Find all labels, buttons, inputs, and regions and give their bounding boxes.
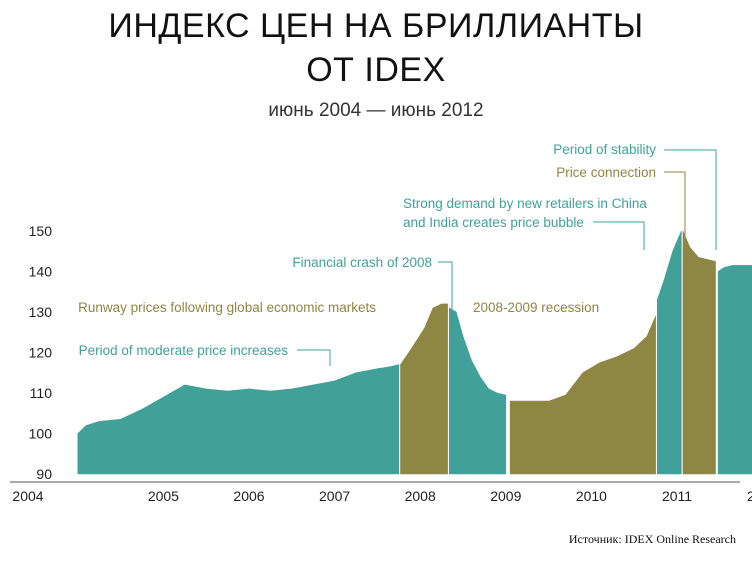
annotation-moderate-increases: Period of moderate price increases <box>79 343 289 358</box>
area-segment-6 <box>682 230 716 475</box>
x-tick-label: 2005 <box>148 488 179 504</box>
area-segment-2 <box>400 303 448 475</box>
chart-title-line-2: ОТ IDEX <box>306 51 446 89</box>
annotations-group: Period of stability Price connection Stron… <box>78 142 717 366</box>
x-tick-label: 2009 <box>490 488 521 504</box>
annotation-period-of-stability: Period of stability <box>553 142 656 157</box>
area-segment-4 <box>509 315 656 475</box>
axes-group: 90 100 110 120 130 140 150 2004 2005 2006 2007 2008… <box>10 223 752 504</box>
y-tick-label: 100 <box>29 426 53 442</box>
y-tick-label: 110 <box>30 385 53 401</box>
leader-strong-demand <box>593 221 645 250</box>
leader-moderate-increases <box>297 349 331 366</box>
area-segment-7 <box>717 265 752 475</box>
x-tick-label: 2012 <box>747 488 752 504</box>
x-tick-label: 2006 <box>233 488 264 504</box>
x-tick-label: 2011 <box>662 488 692 504</box>
x-tick-label: 2010 <box>576 488 607 504</box>
annotation-runway-prices: Runway prices following global economic … <box>78 300 376 315</box>
area-segment-1 <box>77 364 400 475</box>
area-series-group <box>77 230 752 475</box>
leader-price-connection <box>664 171 686 244</box>
leader-period-of-stability <box>664 149 717 250</box>
area-segment-5 <box>657 230 682 475</box>
area-segment-3 <box>449 307 507 475</box>
chart-subtitle: июнь 2004 — июнь 2012 <box>268 100 484 121</box>
x-tick-label: 2008 <box>405 488 436 504</box>
annotation-financial-crash: Financial crash of 2008 <box>292 255 432 270</box>
annotation-price-connection: Price connection <box>556 165 656 180</box>
chart-title-line-1: ИНДЕКС ЦЕН НА БРИЛЛИАНТЫ <box>108 7 644 45</box>
annotation-strong-demand-line-1: Strong demand by new retailers in China <box>403 196 647 211</box>
y-tick-label: 120 <box>29 345 53 361</box>
x-tick-label: 2007 <box>319 488 350 504</box>
source-note: Источник: IDEX Online Research <box>568 532 736 546</box>
chart-title: ИНДЕКС ЦЕН НА БРИЛЛИАНТЫ ОТ IDEX <box>0 4 752 92</box>
y-tick-label: 140 <box>29 264 53 280</box>
y-tick-label: 130 <box>29 304 53 320</box>
annotation-recession: 2008-2009 recession <box>473 300 599 315</box>
annotation-strong-demand-line-2: and India creates price bubble <box>403 215 584 230</box>
x-tick-label: 2004 <box>12 488 43 504</box>
leader-financial-crash <box>438 261 453 333</box>
y-tick-label: 90 <box>36 466 52 482</box>
y-tick-label: 150 <box>29 223 53 239</box>
